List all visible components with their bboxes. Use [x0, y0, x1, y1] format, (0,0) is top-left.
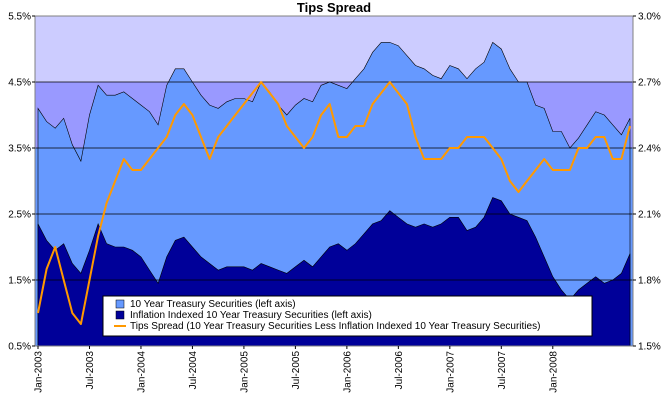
legend-label-tips-spread: Tips Spread (10 Year Treasury Securities…	[130, 321, 540, 332]
left-tick-label: 4.5%	[8, 78, 31, 89]
gridlines	[35, 81, 633, 281]
legend-swatch-inflation-indexed	[115, 310, 125, 320]
background-band	[35, 16, 633, 82]
x-tick-label: Jul-2006	[394, 351, 405, 390]
legend-box	[102, 295, 593, 337]
legend-label-inflation-indexed: Inflation Indexed 10 Year Treasury Secur…	[130, 310, 372, 321]
left-tick-label: 2.5%	[8, 210, 31, 221]
left-tick-label: 1.5%	[8, 276, 31, 287]
x-tick-label: Jan-2006	[342, 351, 353, 393]
x-tick-label: Jul-2003	[85, 351, 96, 390]
right-tick-label: 2.1%	[638, 210, 661, 221]
legend: 10 Year Treasury Securities (left axis) …	[102, 295, 593, 337]
left-tick-label: 0.5%	[8, 342, 31, 353]
left-axis-ticks: 0.5% 1.5% 2.5% 3.5% 4.5% 5.5%	[8, 12, 35, 353]
x-axis-ticks: Jan-2003 Jul-2003 Jan-2004 Jul-2004 Jan-2005…	[34, 346, 559, 393]
plot-border	[34, 15, 634, 347]
x-tick-label: Jul-2007	[497, 351, 508, 390]
legend-swatch-treasury	[115, 299, 125, 309]
series-line-tips-spread	[37, 81, 631, 325]
x-tick-label: Jul-2005	[291, 351, 302, 390]
right-tick-label: 3.0%	[638, 12, 661, 23]
right-axis-ticks: 1.5% 1.8% 2.1% 2.4% 2.7% 3.0%	[633, 12, 661, 353]
x-tick-label: Jan-2008	[548, 351, 559, 393]
line-series	[37, 81, 631, 325]
x-tick-label: Jul-2004	[188, 351, 199, 390]
legend-label-treasury: 10 Year Treasury Securities (left axis)	[130, 299, 296, 310]
chart-title: Tips Spread	[297, 0, 371, 15]
right-tick-label: 1.5%	[638, 342, 661, 353]
right-tick-label: 2.4%	[638, 144, 661, 155]
x-tick-label: Jan-2004	[136, 351, 147, 393]
right-tick-label: 2.7%	[638, 78, 661, 89]
left-tick-label: 5.5%	[8, 12, 31, 23]
right-tick-label: 1.8%	[638, 276, 661, 287]
left-tick-label: 3.5%	[8, 144, 31, 155]
x-tick-label: Jan-2003	[34, 351, 45, 393]
x-tick-label: Jan-2007	[445, 351, 456, 393]
x-tick-label: Jan-2005	[239, 351, 250, 393]
